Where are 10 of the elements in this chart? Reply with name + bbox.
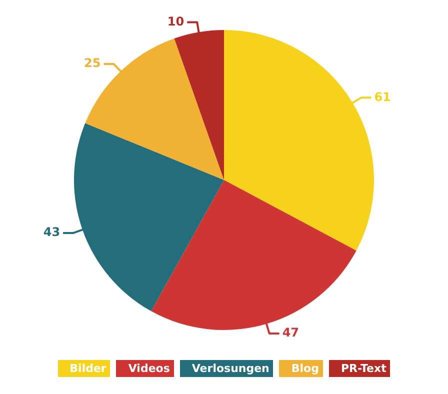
legend-label: PR-Text (328, 360, 390, 377)
data-label: 47 (282, 326, 300, 340)
legend-label: Verlosungen (180, 360, 274, 377)
data-label: 10 (167, 14, 184, 28)
data-label: 61 (374, 90, 391, 104)
legend-label: Blog (279, 360, 323, 377)
legend-label: Videos (116, 360, 174, 377)
data-label: 25 (84, 56, 101, 70)
data-label: 43 (43, 225, 60, 240)
legend-label: Bilder (58, 360, 110, 377)
